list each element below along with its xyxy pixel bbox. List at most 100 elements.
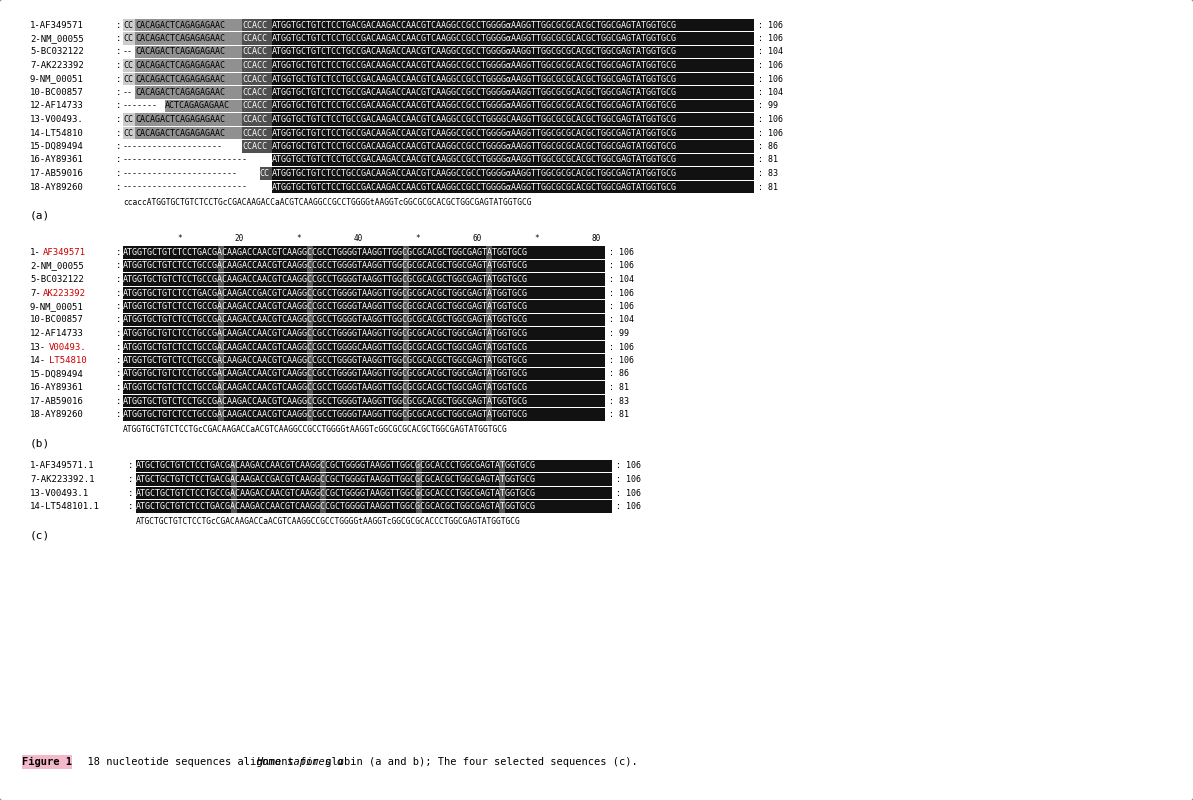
- Bar: [308, 327, 314, 340]
- Text: :: :: [128, 502, 134, 511]
- Text: CACAGACTCAGAGAGAAC: CACAGACTCAGAGAGAAC: [135, 21, 225, 30]
- Bar: [123, 126, 135, 139]
- Text: CCACC: CCACC: [242, 21, 267, 30]
- Text: CACAGACTCAGAGAGAAC: CACAGACTCAGAGAGAAC: [135, 34, 225, 43]
- Text: ATGGTGCTGTCTCCTGCCGACAAGACCAACGTCAAGGCCGCCTGGGGTAAGGTTGGCGCGCACGCTGGCGAGTATGGTGC: ATGGTGCTGTCTCCTGCCGACAAGACCAACGTCAAGGCCG…: [123, 302, 528, 311]
- Bar: [123, 341, 605, 354]
- Text: : 81: : 81: [758, 155, 778, 165]
- Text: CCACC: CCACC: [242, 74, 267, 83]
- Text: CCACC: CCACC: [242, 115, 267, 124]
- Bar: [486, 314, 492, 326]
- Text: :: :: [116, 129, 122, 138]
- Text: CC: CC: [123, 129, 132, 138]
- Bar: [123, 286, 605, 299]
- Bar: [123, 114, 135, 126]
- Bar: [135, 46, 242, 58]
- Text: V00493.: V00493.: [49, 342, 86, 351]
- Bar: [136, 486, 612, 499]
- Bar: [272, 140, 754, 153]
- Bar: [486, 341, 492, 354]
- Bar: [242, 18, 272, 31]
- Text: :: :: [116, 142, 122, 151]
- Bar: [272, 59, 754, 72]
- Bar: [486, 368, 492, 380]
- Bar: [218, 327, 224, 340]
- Text: : 83: : 83: [758, 169, 778, 178]
- Bar: [135, 114, 242, 126]
- Bar: [321, 486, 327, 499]
- Text: ATGGTGCTGTCTCCTGCCGACAAGACCAACGTCAAGGCCGCCTGGGGαAAGGTTGGCGCGCACGCTGGCGAGTATGGTGC: ATGGTGCTGTCTCCTGCCGACAAGACCAACGTCAAGGCCG…: [272, 142, 676, 151]
- Text: :: :: [116, 397, 122, 406]
- Text: -------------------------: -------------------------: [123, 155, 248, 165]
- Bar: [135, 126, 242, 139]
- Text: -----------------------: -----------------------: [123, 169, 237, 178]
- Bar: [135, 73, 242, 86]
- Text: 14-LT548101.1: 14-LT548101.1: [30, 502, 100, 511]
- Text: :: :: [116, 302, 122, 311]
- Bar: [242, 100, 272, 112]
- Text: *: *: [534, 234, 539, 243]
- Bar: [486, 382, 492, 394]
- Text: : 106: : 106: [608, 289, 633, 298]
- Text: :: :: [116, 102, 122, 110]
- Text: ATGGTGCTGTCTCCTGCCGACAAGACCAACGTCAAGGCCGCCTGGGGCAAGGTTGGCGCGCACGCTGGCGAGTATGGTGC: ATGGTGCTGTCTCCTGCCGACAAGACCAACGTCAAGGCCG…: [123, 342, 528, 351]
- Bar: [123, 59, 135, 72]
- Text: ATGGTGCTGTCTCCTGACGACAAGACCAACGTCAAGGCCGCCTGGGGTAAGGTTGGCGCGCACGCTGGCGAGTATGGTGC: ATGGTGCTGTCTCCTGACGACAAGACCAACGTCAAGGCCG…: [123, 248, 528, 257]
- Bar: [308, 300, 314, 313]
- Text: CC: CC: [123, 115, 132, 124]
- Text: ATGGTGCTGTCTCCTGCCGACAAGACCAACGTCAAGGCCGCCTGGGGTAAGGTTGGCGCGCACGCTGGCGAGTATGGTGC: ATGGTGCTGTCTCCTGCCGACAAGACCAACGTCAAGGCCG…: [123, 275, 528, 284]
- Text: ATGGTGCTGTCTCCTGACGACAAGACCAACGTCAAGGCCGCCTGGGGαAAGGTTGGCGCGCACGCTGGCGAGTATGGTGC: ATGGTGCTGTCTCCTGACGACAAGACCAACGTCAAGGCCG…: [272, 21, 676, 30]
- Text: 12-AF14733: 12-AF14733: [30, 102, 84, 110]
- Text: : 81: : 81: [608, 410, 629, 419]
- Text: : 106: : 106: [608, 248, 633, 257]
- Bar: [123, 314, 605, 326]
- Bar: [308, 246, 314, 258]
- Bar: [272, 154, 754, 166]
- Bar: [308, 286, 314, 299]
- Bar: [403, 368, 408, 380]
- Text: 80: 80: [592, 234, 600, 243]
- Text: :: :: [116, 88, 122, 97]
- Text: Homo sapines α: Homo sapines α: [255, 757, 344, 767]
- Text: :: :: [116, 115, 122, 124]
- Bar: [123, 154, 272, 166]
- Text: ATGCTGCTGTCTCCTGACGACAAGACCAACGTCAAGGCCGCTGGGGTAAGGTTGGCGCGCACCCTGGCGAGTATGGTGCG: ATGCTGCTGTCTCCTGACGACAAGACCAACGTCAAGGCCG…: [136, 462, 536, 470]
- Bar: [242, 46, 272, 58]
- Text: :: :: [116, 74, 122, 83]
- Text: :: :: [116, 410, 122, 419]
- Bar: [272, 114, 754, 126]
- Text: 18 nucleotide sequences alignment for: 18 nucleotide sequences alignment for: [75, 757, 324, 767]
- Bar: [308, 354, 314, 366]
- Text: : 106: : 106: [616, 462, 641, 470]
- Text: : 106: : 106: [758, 34, 783, 43]
- Text: ATGGTGCTGTCTCCTGcCGACAAGACCaACGTCAAGGCCGCCTGGGGtAAGGTcGGCGCGCACGCTGGCGAGTATGGTGC: ATGGTGCTGTCTCCTGcCGACAAGACCaACGTCAAGGCCG…: [123, 426, 508, 434]
- Text: ATGGTGCTGTCTCCTGCCGACAAGACCAACGTCAAGGCCGCCTGGGGαAAGGTTGGCGCGCACGCTGGCGAGTATGGTGC: ATGGTGCTGTCTCCTGCCGACAAGACCAACGTCAAGGCCG…: [272, 88, 676, 97]
- Bar: [308, 394, 314, 407]
- Text: 17-AB59016: 17-AB59016: [30, 397, 84, 406]
- Bar: [123, 274, 605, 286]
- Bar: [123, 100, 165, 112]
- Bar: [135, 86, 242, 98]
- Bar: [218, 286, 224, 299]
- Text: -------: -------: [123, 102, 157, 110]
- Text: :: :: [116, 329, 122, 338]
- Bar: [135, 32, 242, 45]
- Bar: [135, 59, 242, 72]
- Text: : 106: : 106: [758, 129, 783, 138]
- Text: ATGCTGCTGTCTCCTGACGACAAGACCGACGTCAAGGCCGCTGGGGTAAGGTTGGCGCGCACGCTGGCGAGTATGGTGCG: ATGCTGCTGTCTCCTGACGACAAGACCGACGTCAAGGCCG…: [136, 475, 536, 484]
- Text: : 106: : 106: [608, 302, 633, 311]
- Bar: [218, 314, 224, 326]
- Bar: [403, 260, 408, 272]
- Bar: [486, 327, 492, 340]
- Text: : 106: : 106: [608, 356, 633, 365]
- Text: 40: 40: [353, 234, 363, 243]
- Text: AK223392: AK223392: [43, 289, 86, 298]
- Text: ATGGTGCTGTCTCCTGCCGACAAGACCAACGTCAAGGCCGCCTGGGGαAAGGTTGGCGCGCACGCTGGCGAGTATGGTGC: ATGGTGCTGTCTCCTGCCGACAAGACCAACGTCAAGGCCG…: [272, 182, 676, 191]
- Text: *: *: [415, 234, 420, 243]
- Bar: [272, 100, 754, 112]
- Bar: [136, 474, 612, 486]
- Text: ACTCAGAGAGAAC: ACTCAGAGAGAAC: [165, 102, 229, 110]
- Bar: [123, 246, 605, 258]
- Text: ATGGTGCTGTCTCCTGCCGACAAGACCAACGTCAAGGCCGCCTGGGGαAAGGTTGGCGCGCACGCTGGCGAGTATGGTGC: ATGGTGCTGTCTCCTGCCGACAAGACCAACGTCAAGGCCG…: [272, 74, 676, 83]
- Text: CCACC: CCACC: [242, 47, 267, 57]
